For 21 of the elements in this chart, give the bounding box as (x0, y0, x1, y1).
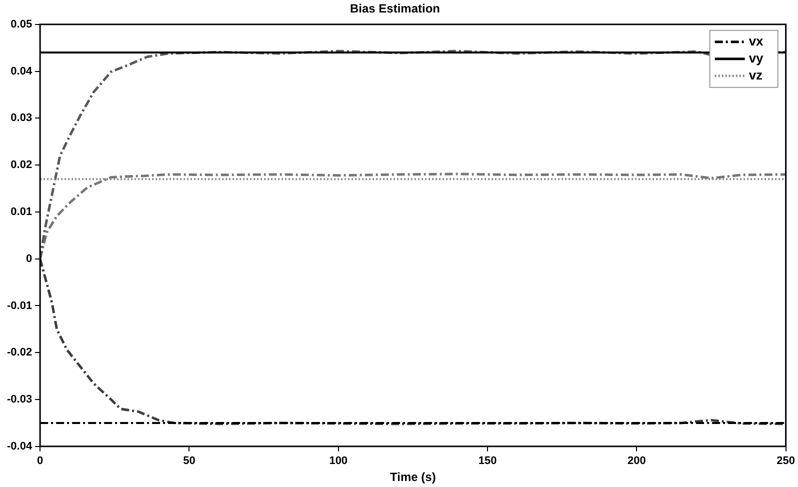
y-tick-label: -0.02 (6, 346, 32, 359)
y-tick-label: 0.01 (10, 206, 32, 218)
y-tick-label: 0.03 (10, 112, 32, 124)
y-tick-label: -0.01 (6, 300, 32, 312)
x-tick-label: 250 (776, 455, 796, 468)
x-tick-label: 50 (183, 455, 196, 468)
chart-title: Bias Estimation (350, 2, 440, 16)
legend-label: vz (748, 67, 764, 82)
y-tick-label: 0 (26, 252, 32, 265)
y-tick-label: 0.04 (10, 65, 33, 78)
legend-label: vy (748, 50, 764, 66)
y-tick-label: -0.03 (6, 394, 32, 406)
x-tick-label: 0 (37, 455, 44, 468)
x-tick-label: 200 (627, 455, 646, 468)
legend-label: vx (748, 33, 764, 48)
y-tick-label: 0.05 (10, 18, 32, 30)
x-tick-label: 100 (329, 455, 348, 468)
y-tick-label: -0.04 (6, 440, 33, 452)
x-tick-label: 150 (478, 455, 497, 468)
y-tick-label: 0.02 (10, 159, 32, 172)
x-axis-title: Time (s) (390, 470, 436, 484)
